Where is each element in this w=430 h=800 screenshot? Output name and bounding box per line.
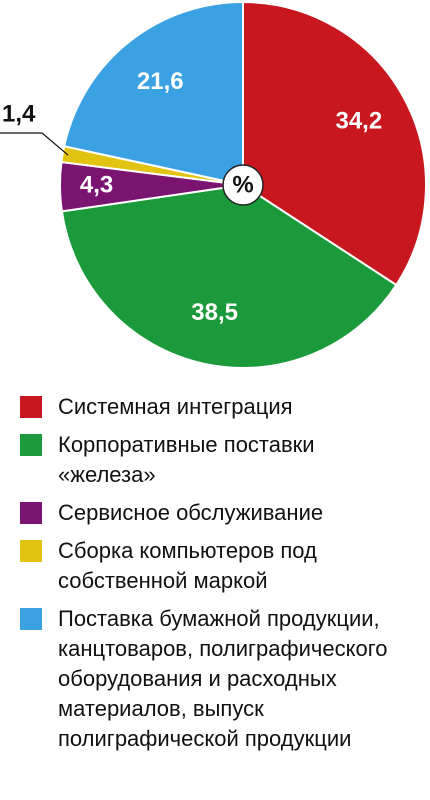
legend-label: Системная интеграция (58, 394, 293, 419)
pie-slice (62, 0, 244, 187)
legend-item: Системная интеграция (20, 392, 420, 422)
pie-slice (60, 183, 398, 369)
legend-swatch (20, 434, 42, 456)
legend-label: Сборка компьютеров под собственной марко… (58, 538, 317, 593)
legend-item: Поставка бумажной продукции, канцтоваров… (20, 604, 420, 754)
data-label: 38,5 (191, 299, 238, 326)
legend-swatch (20, 540, 42, 562)
legend-item: Сборка компьютеров под собственной марко… (20, 536, 420, 596)
chart: 34,2 38,5 4,3 1,4 21,6% (0, 0, 427, 369)
data-label: 4,3 (80, 172, 113, 199)
legend-label: Корпоративные поставки «железа» (58, 432, 315, 487)
legend-swatch (20, 396, 42, 418)
legend-swatch (20, 502, 42, 524)
legend-label: Сервисное обслуживание (58, 500, 324, 525)
data-label: 1,4 (2, 100, 36, 127)
legend-label: Поставка бумажной продукции, канцтоваров… (58, 606, 388, 751)
center-label: % (232, 171, 253, 198)
legend: Системная интеграция Корпоративные постав… (20, 392, 420, 762)
legend-swatch (20, 608, 42, 630)
legend-item: Корпоративные поставки «железа» (20, 430, 420, 490)
center-circle (222, 164, 264, 206)
legend-item: Сервисное обслуживание (20, 498, 420, 528)
data-label: 21,6 (137, 68, 184, 95)
leader-line (0, 132, 69, 156)
data-label: 34,2 (335, 108, 382, 135)
